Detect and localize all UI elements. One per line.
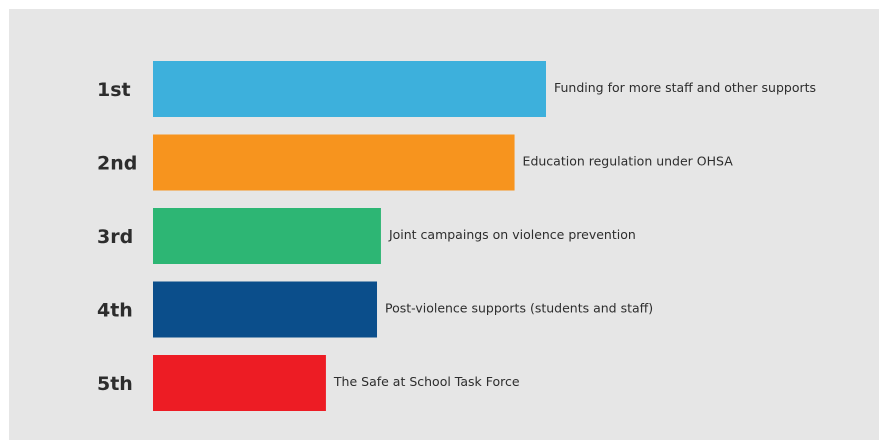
rank-label-1: 1st	[97, 79, 131, 101]
bar-1	[153, 61, 546, 117]
bar-label-3: Joint campaings on violence prevention	[388, 227, 636, 242]
bar-label-4: Post-violence supports (students and sta…	[385, 301, 653, 316]
bar-3	[153, 208, 381, 264]
bar-4	[153, 281, 378, 338]
bar-label-5: The Safe at School Task Force	[333, 374, 520, 389]
rank-label-4: 4th	[97, 300, 133, 322]
bar-label-2: Education regulation under OHSA	[523, 154, 734, 169]
bar-2	[153, 134, 515, 191]
bar-label-1: Funding for more staff and other support…	[554, 80, 816, 95]
bar-5	[153, 355, 326, 411]
rank-label-2: 2nd	[97, 153, 137, 175]
rank-label-5: 5th	[97, 373, 133, 395]
rank-label-3: 3rd	[97, 226, 133, 248]
